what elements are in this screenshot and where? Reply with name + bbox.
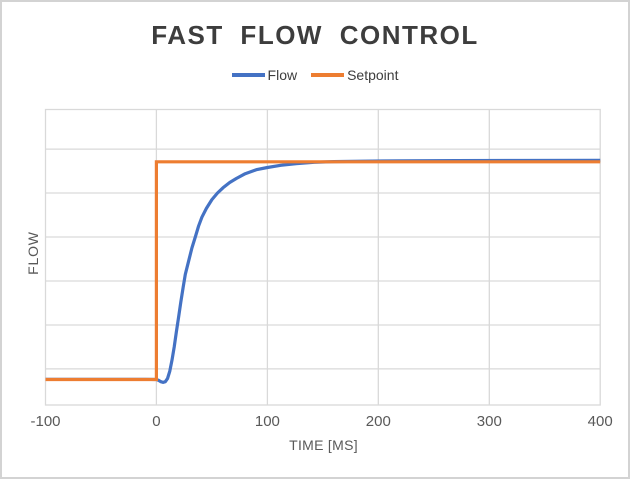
x-axis-tick-labels: -100 0 100 200 300 400 [2,413,628,431]
x-tick-label: 0 [152,413,161,430]
x-tick-label: 100 [254,413,280,430]
legend-label-setpoint: Setpoint [347,67,399,83]
legend-item-flow: Flow [231,67,298,83]
chart-title: FAST FLOW CONTROL [151,20,479,50]
flow-line-swatch [231,73,265,77]
x-tick-label: 200 [365,413,391,430]
x-tick-label: 300 [476,413,502,430]
x-axis-title: TIME [MS] [289,437,358,453]
legend-label-flow: Flow [267,67,298,83]
y-axis-title: FLOW [25,231,41,275]
setpoint-line-swatch [311,73,345,77]
plot-border [44,108,601,406]
legend: Flow Setpoint [2,67,628,83]
series-line-setpoint [45,160,601,382]
x-tick-label: 400 [587,413,613,430]
x-tick-label: -100 [30,413,61,430]
legend-item-setpoint: Setpoint [311,67,398,83]
